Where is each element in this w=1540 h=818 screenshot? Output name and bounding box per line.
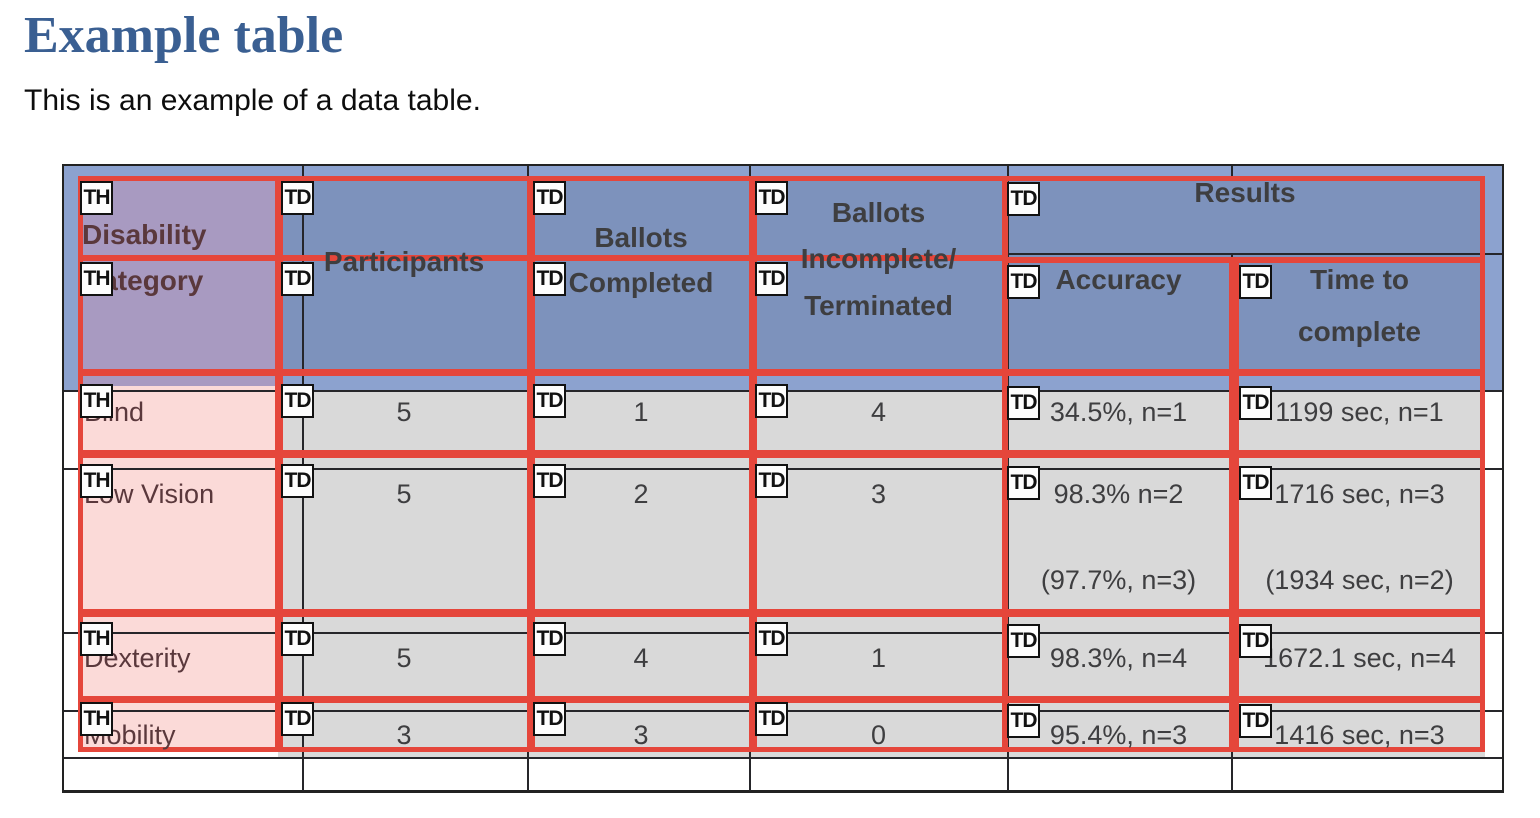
cell-value: 5 bbox=[396, 643, 412, 673]
td-tag-chip: TD bbox=[1007, 386, 1040, 420]
cell-value: 4 bbox=[633, 643, 649, 673]
cell-value: 5 bbox=[396, 479, 412, 509]
cell-value-secondary: (97.7%, n=3) bbox=[1040, 565, 1197, 595]
tag-box-td bbox=[1234, 698, 1485, 752]
td-tag-chip: TD bbox=[533, 262, 566, 296]
tag-box-td bbox=[1003, 698, 1234, 752]
td-tag-chip: TD bbox=[1239, 624, 1272, 658]
th-tag-chip: TH bbox=[80, 384, 113, 418]
cell-value: 2 bbox=[633, 479, 649, 509]
td-tag-chip: TD bbox=[1239, 386, 1272, 420]
td-tag-chip: TD bbox=[281, 622, 314, 656]
cell-value: 1716 sec, n=3 bbox=[1274, 479, 1445, 509]
header-ballots-incomplete-line2: Incomplete/ bbox=[800, 243, 957, 274]
cell-value: 34.5%, n=1 bbox=[1049, 397, 1188, 427]
td-tag-chip: TD bbox=[1007, 624, 1040, 658]
table-outer-border bbox=[62, 164, 1504, 793]
cell-value: 95.4%, n=3 bbox=[1049, 720, 1188, 750]
header-ballots-completed-line2: Completed bbox=[568, 267, 714, 298]
cell-value: 0 bbox=[870, 720, 887, 750]
td-tag-chip: TD bbox=[755, 622, 788, 656]
td-tag-chip: TD bbox=[1007, 265, 1040, 299]
th-tag-chip: TH bbox=[80, 181, 113, 215]
td-tag-chip: TD bbox=[533, 702, 566, 736]
cell-value: 1 bbox=[633, 397, 649, 427]
cell-value: 3 bbox=[870, 479, 887, 509]
cell-value: 4 bbox=[870, 397, 887, 427]
th-tag-chip: TH bbox=[80, 702, 113, 736]
td-tag-chip: TD bbox=[755, 181, 788, 215]
th-tag-chip: TH bbox=[80, 622, 113, 656]
td-tag-chip: TD bbox=[1007, 466, 1040, 500]
th-tag-chip: TH bbox=[80, 464, 113, 498]
td-tag-chip: TD bbox=[533, 181, 566, 215]
td-tag-chip: TD bbox=[281, 384, 314, 418]
tag-box-td bbox=[752, 453, 1007, 614]
cell-value-secondary: (1934 sec, n=2) bbox=[1265, 565, 1454, 595]
header-disability-line1: Disability bbox=[82, 219, 207, 250]
header-accuracy: Accuracy bbox=[1055, 264, 1182, 295]
tag-box-td bbox=[1003, 453, 1234, 614]
td-tag-chip: TD bbox=[533, 384, 566, 418]
tag-box-td bbox=[530, 453, 754, 614]
cell-value: 1416 sec, n=3 bbox=[1274, 720, 1445, 750]
gridline-row bbox=[64, 757, 1502, 759]
header-time-line1: Time to bbox=[1309, 264, 1410, 295]
td-tag-chip: TD bbox=[281, 181, 314, 215]
td-tag-chip: TD bbox=[1239, 704, 1272, 738]
td-tag-chip: TD bbox=[281, 464, 314, 498]
page-subtitle: This is an example of a data table. bbox=[24, 84, 481, 117]
td-tag-chip: TD bbox=[755, 464, 788, 498]
cell-value: 1199 sec, n=1 bbox=[1275, 397, 1444, 427]
td-tag-chip: TD bbox=[1007, 704, 1040, 738]
cell-value: 98.3% n=2 bbox=[1053, 479, 1184, 509]
cell-value: 1 bbox=[870, 643, 887, 673]
td-tag-chip: TD bbox=[1239, 265, 1272, 299]
tag-box-th-low-vision bbox=[78, 453, 280, 614]
header-ballots-completed-line1: Ballots bbox=[594, 222, 688, 253]
td-tag-chip: TD bbox=[1239, 466, 1272, 500]
tag-box-td bbox=[278, 371, 532, 455]
header-participants: Participants bbox=[323, 246, 485, 277]
page-title: Example table bbox=[24, 7, 344, 64]
header-ballots-incomplete-line3: Terminated bbox=[804, 290, 953, 321]
tag-box-td bbox=[1234, 371, 1485, 455]
tag-box-td bbox=[1234, 453, 1485, 614]
td-tag-chip: TD bbox=[755, 384, 788, 418]
header-time-line2: complete bbox=[1298, 316, 1421, 347]
td-tag-chip: TD bbox=[533, 464, 566, 498]
td-tag-chip: TD bbox=[1007, 182, 1040, 216]
cell-value: 98.3%, n=4 bbox=[1049, 643, 1188, 673]
gridline-vertical-results-stub bbox=[1231, 166, 1233, 180]
header-ballots-incomplete-line1: Ballots bbox=[831, 197, 926, 228]
header-inner-fill bbox=[278, 178, 1485, 372]
td-tag-chip: TD bbox=[755, 702, 788, 736]
header-results: Results bbox=[1194, 177, 1296, 208]
td-tag-chip: TD bbox=[533, 622, 566, 656]
th-tag-chip: TH bbox=[80, 262, 113, 296]
tag-box-td bbox=[278, 453, 532, 614]
tag-box-td bbox=[530, 698, 754, 752]
gridline-results-split bbox=[1008, 253, 1502, 255]
td-tag-chip: TD bbox=[281, 702, 314, 736]
row-header-column-fill bbox=[78, 386, 278, 750]
cell-value: 1672.1 sec, n=4 bbox=[1263, 643, 1456, 673]
td-tag-chip: TD bbox=[755, 262, 788, 296]
tag-box-td bbox=[530, 371, 754, 455]
cell-value: 3 bbox=[396, 720, 412, 750]
cell-value: 3 bbox=[633, 720, 649, 750]
td-tag-chip: TD bbox=[281, 262, 314, 296]
tag-box-td bbox=[278, 698, 532, 752]
cell-value: 5 bbox=[396, 397, 412, 427]
tag-box-td bbox=[1003, 371, 1234, 455]
